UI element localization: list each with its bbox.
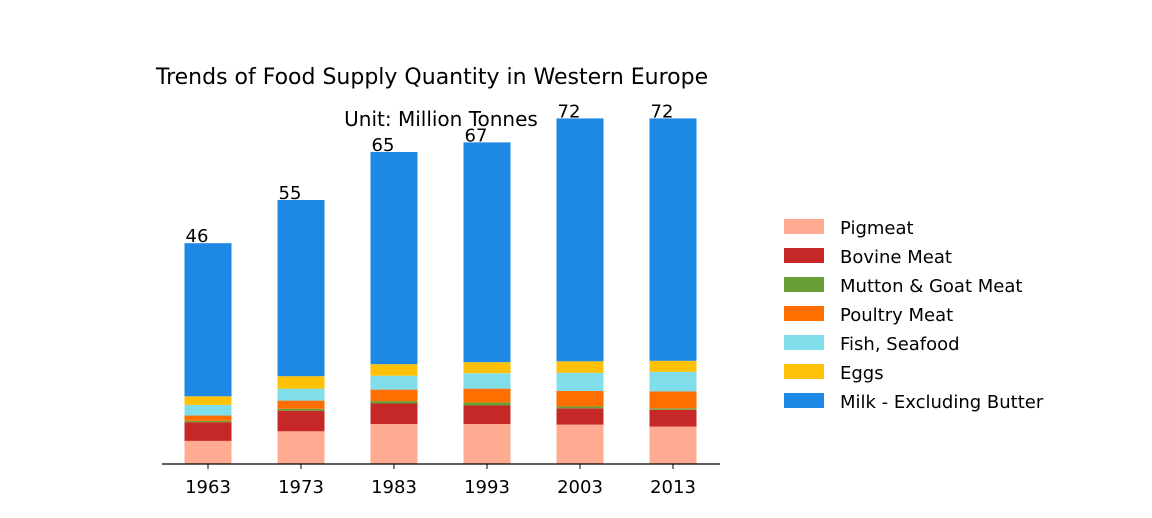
bar-segment-4-6 — [556, 118, 604, 362]
legend-swatch-2 — [784, 277, 824, 292]
total-label-5: 72 — [651, 101, 674, 122]
bar-segment-5-1 — [649, 409, 697, 427]
bar-segment-5-4 — [649, 371, 697, 392]
x-tick-label-3: 1993 — [464, 477, 510, 498]
bar-segment-5-5 — [649, 360, 697, 372]
legend: Pigmeat Bovine Meat Mutton & Goat Meat Poul… — [784, 218, 1044, 413]
bar-segment-3-6 — [463, 142, 511, 363]
bar-segment-4-1 — [556, 408, 604, 425]
bar-segment-4-4 — [556, 372, 604, 391]
legend-swatch-4 — [784, 335, 824, 350]
bars-group — [184, 118, 697, 464]
bar-segment-1-4 — [277, 388, 325, 401]
bar-segment-3-0 — [463, 424, 511, 464]
bar-segment-0-6 — [184, 243, 232, 397]
total-labels-group: 46 55 65 67 72 72 — [186, 101, 674, 247]
total-label-3: 67 — [465, 125, 488, 146]
bar-segment-4-2 — [556, 406, 604, 409]
bar-segment-4-3 — [556, 391, 604, 407]
legend-label-1: Bovine Meat — [840, 247, 952, 268]
bar-segment-0-3 — [184, 415, 232, 421]
total-label-0: 46 — [186, 226, 209, 247]
legend-swatch-5 — [784, 364, 824, 379]
bar-segment-3-2 — [463, 402, 511, 406]
bar-segment-1-2 — [277, 408, 325, 411]
x-tick-label-0: 1963 — [185, 477, 231, 498]
legend-label-0: Pigmeat — [840, 218, 914, 239]
bar-segment-3-5 — [463, 362, 511, 374]
bar-segment-0-4 — [184, 405, 232, 416]
bar-segment-4-5 — [556, 361, 604, 373]
bar-segment-1-1 — [277, 410, 325, 432]
bar-segment-5-3 — [649, 391, 697, 409]
legend-label-4: Fish, Seafood — [840, 334, 960, 355]
bar-segment-0-5 — [184, 396, 232, 405]
bar-segment-0-0 — [184, 441, 232, 464]
legend-swatch-6 — [784, 393, 824, 408]
x-tick-label-5: 2013 — [650, 477, 696, 498]
bar-segment-3-1 — [463, 405, 511, 425]
bar-segment-2-3 — [370, 389, 418, 402]
x-tick-label-4: 2003 — [557, 477, 603, 498]
x-tick-label-2: 1983 — [371, 477, 417, 498]
x-ticks-group: 1963 1973 1983 1993 2003 2013 — [185, 464, 696, 498]
bar-segment-5-6 — [649, 118, 697, 361]
legend-swatch-3 — [784, 306, 824, 321]
legend-swatch-1 — [784, 248, 824, 263]
bar-segment-2-2 — [370, 401, 418, 404]
bar-segment-0-2 — [184, 420, 232, 423]
bar-segment-2-4 — [370, 375, 418, 390]
bar-segment-2-0 — [370, 424, 418, 464]
legend-label-3: Poultry Meat — [840, 305, 953, 326]
bar-segment-3-4 — [463, 373, 511, 389]
bar-segment-2-6 — [370, 152, 418, 365]
bar-segment-1-6 — [277, 200, 325, 377]
bar-segment-3-3 — [463, 388, 511, 403]
bar-segment-4-0 — [556, 424, 604, 464]
legend-label-6: Milk - Excluding Butter — [840, 392, 1044, 413]
total-label-1: 55 — [279, 183, 302, 204]
legend-label-5: Eggs — [840, 363, 884, 384]
bar-segment-2-5 — [370, 364, 418, 376]
bar-segment-1-3 — [277, 400, 325, 409]
x-tick-label-1: 1973 — [278, 477, 324, 498]
chart-subtitle: Unit: Million Tonnes — [344, 107, 538, 131]
bar-segment-5-0 — [649, 426, 697, 464]
legend-swatch-0 — [784, 219, 824, 234]
bar-segment-1-0 — [277, 431, 325, 464]
legend-label-2: Mutton & Goat Meat — [840, 276, 1022, 297]
bar-segment-5-2 — [649, 408, 697, 410]
bar-segment-2-1 — [370, 403, 418, 425]
total-label-4: 72 — [558, 101, 581, 122]
bar-segment-1-5 — [277, 376, 325, 389]
bar-segment-0-1 — [184, 422, 232, 441]
chart-title: Trends of Food Supply Quantity in Wester… — [155, 65, 708, 90]
total-label-2: 65 — [372, 135, 395, 156]
